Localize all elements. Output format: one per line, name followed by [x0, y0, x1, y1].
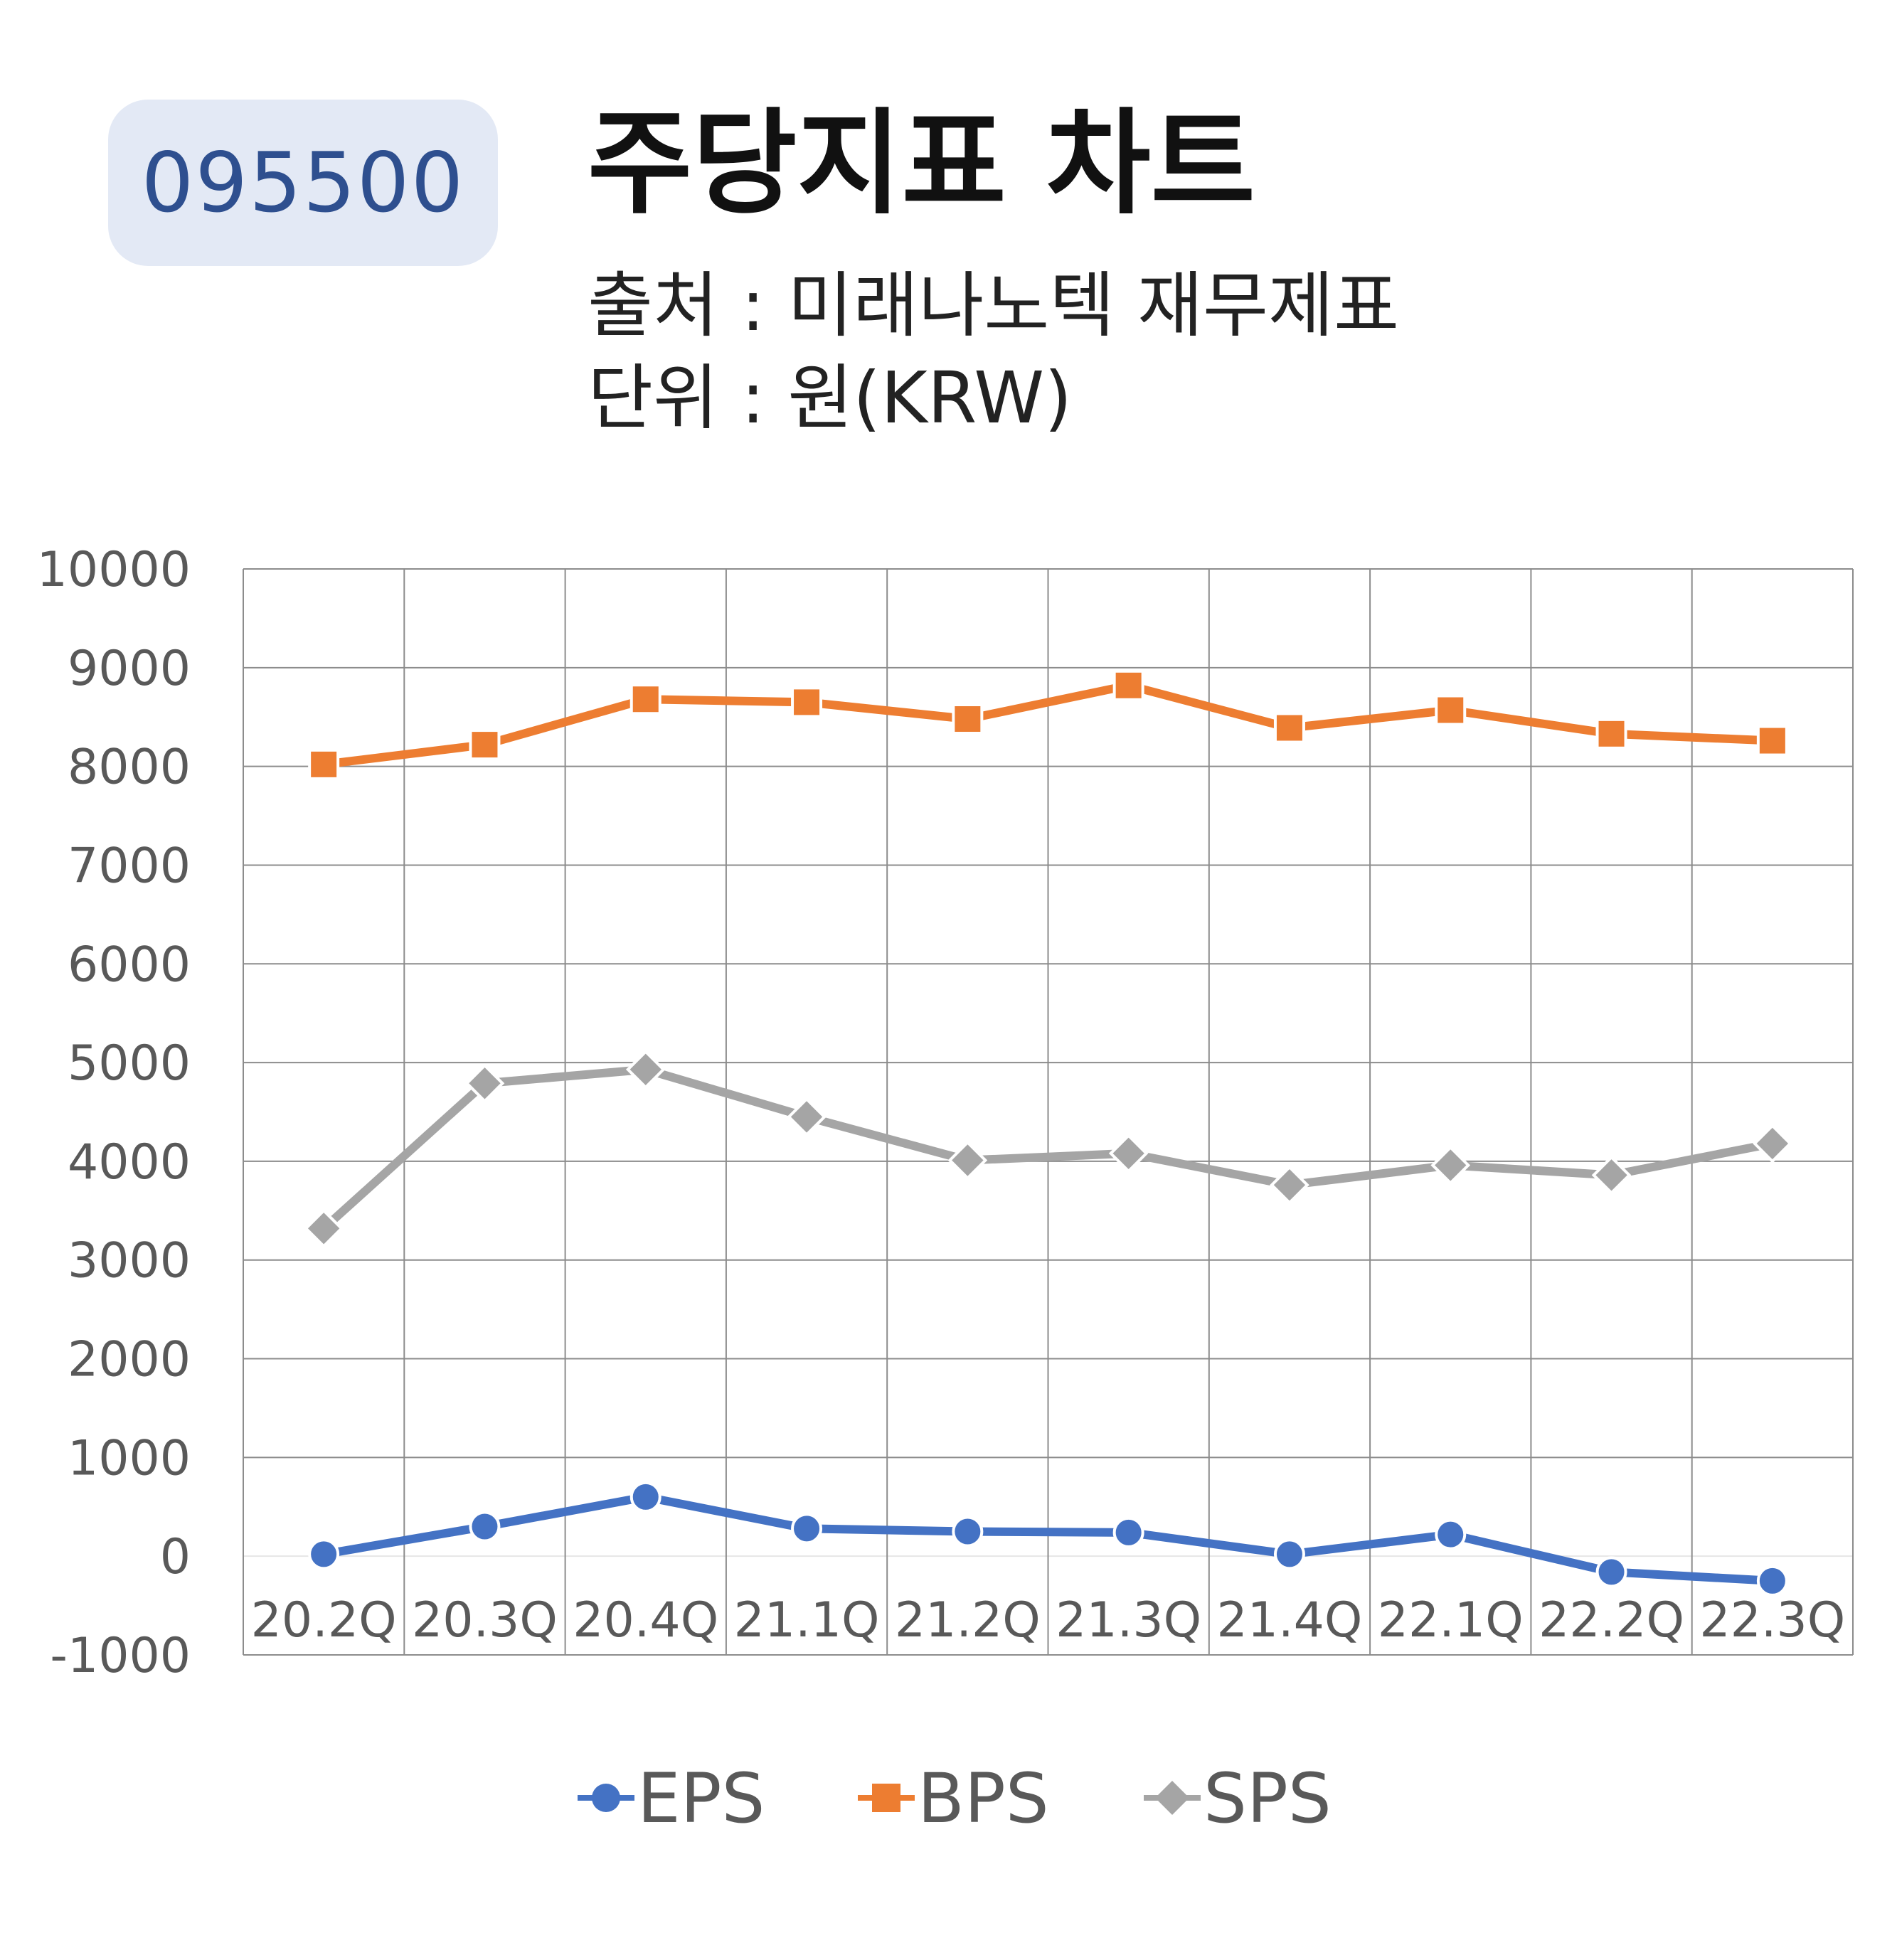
data-point [1595, 1556, 1627, 1588]
x-tick-label: 20.3Q [412, 1592, 558, 1649]
x-axis-labels: 20.2Q 20.3Q 20.4Q 21.1Q 21.2Q 21.3Q 21.4Q 22.1Q… [251, 1592, 1846, 1649]
data-point [629, 683, 661, 715]
data-point [1435, 694, 1467, 726]
data-point [791, 1513, 823, 1545]
data-point [625, 1049, 666, 1090]
x-tick-label: 21.2Q [895, 1592, 1041, 1649]
y-tick-label: 0 [160, 1529, 191, 1585]
data-point [952, 703, 984, 735]
series-line [319, 681, 1777, 769]
x-tick-label: 22.3Q [1699, 1592, 1845, 1649]
chart-series [304, 669, 1792, 1597]
y-tick-label: 4000 [68, 1134, 191, 1191]
data-point [947, 1140, 988, 1181]
x-tick-label: 20.4Q [573, 1592, 718, 1649]
y-tick-label: 10000 [37, 542, 191, 598]
data-point [1273, 712, 1305, 744]
chart-legend: EPS BPS SPS [578, 1759, 1332, 1838]
unit-text: 단위 : 원(KRW) [588, 356, 1073, 440]
data-point [469, 1511, 501, 1543]
y-axis-labels: 1000090008000700060005000400030002000100… [37, 542, 191, 1684]
legend-label: BPS [918, 1759, 1049, 1838]
y-tick-label: 7000 [68, 838, 191, 894]
data-point [1756, 1565, 1788, 1597]
y-tick-label: 9000 [68, 641, 191, 697]
x-tick-label: 22.2Q [1539, 1592, 1684, 1649]
data-point [952, 1516, 984, 1548]
legend-item-eps: EPS [578, 1759, 765, 1838]
x-tick-label: 20.2Q [251, 1592, 397, 1649]
legend-label: EPS [637, 1759, 765, 1838]
series-bps [308, 669, 1788, 780]
data-point [629, 1481, 661, 1513]
data-point [469, 729, 501, 761]
x-tick-label: 21.3Q [1056, 1592, 1201, 1649]
data-point [1430, 1145, 1471, 1186]
data-point [791, 686, 823, 718]
data-point [1273, 1538, 1305, 1570]
x-tick-label: 22.1Q [1378, 1592, 1524, 1649]
legend-marker [592, 1784, 620, 1812]
stock-code-badge: 095500 [108, 100, 498, 266]
data-point [1756, 725, 1788, 757]
legend-label: SPS [1203, 1759, 1332, 1838]
y-tick-label: -1000 [50, 1628, 191, 1684]
data-point [464, 1063, 505, 1104]
legend-item-bps: BPS [858, 1759, 1049, 1838]
x-tick-label: 21.4Q [1216, 1592, 1362, 1649]
data-point [1591, 1155, 1632, 1195]
chart-title: 주당지표 차트 [588, 97, 1255, 230]
y-tick-label: 6000 [68, 937, 191, 993]
y-tick-label: 3000 [68, 1233, 191, 1289]
series-line [319, 1492, 1777, 1585]
legend-marker [872, 1784, 900, 1812]
data-point [1435, 1518, 1467, 1550]
data-point [787, 1097, 827, 1137]
data-point [1112, 669, 1144, 701]
y-tick-label: 2000 [68, 1332, 191, 1388]
y-tick-label: 5000 [68, 1035, 191, 1092]
data-point [1108, 1133, 1149, 1173]
chart-grid [243, 568, 1854, 1656]
data-point [1753, 1124, 1792, 1163]
x-tick-label: 21.1Q [734, 1592, 880, 1649]
legend-item-sps: SPS [1144, 1759, 1332, 1838]
legend-marker [1155, 1781, 1189, 1815]
data-point [308, 748, 340, 780]
y-tick-label: 8000 [68, 740, 191, 796]
data-point [1270, 1165, 1309, 1205]
series-line [319, 1065, 1777, 1233]
stock-code: 095500 [141, 134, 465, 231]
data-point [304, 1208, 344, 1249]
data-point [308, 1538, 340, 1570]
data-point [1112, 1516, 1144, 1548]
series-sps [304, 1049, 1792, 1249]
series-eps [308, 1481, 1788, 1597]
source-text: 출처 : 미래나노텍 재무제표 [588, 264, 1400, 347]
data-point [1595, 718, 1627, 750]
y-tick-label: 1000 [68, 1430, 191, 1486]
